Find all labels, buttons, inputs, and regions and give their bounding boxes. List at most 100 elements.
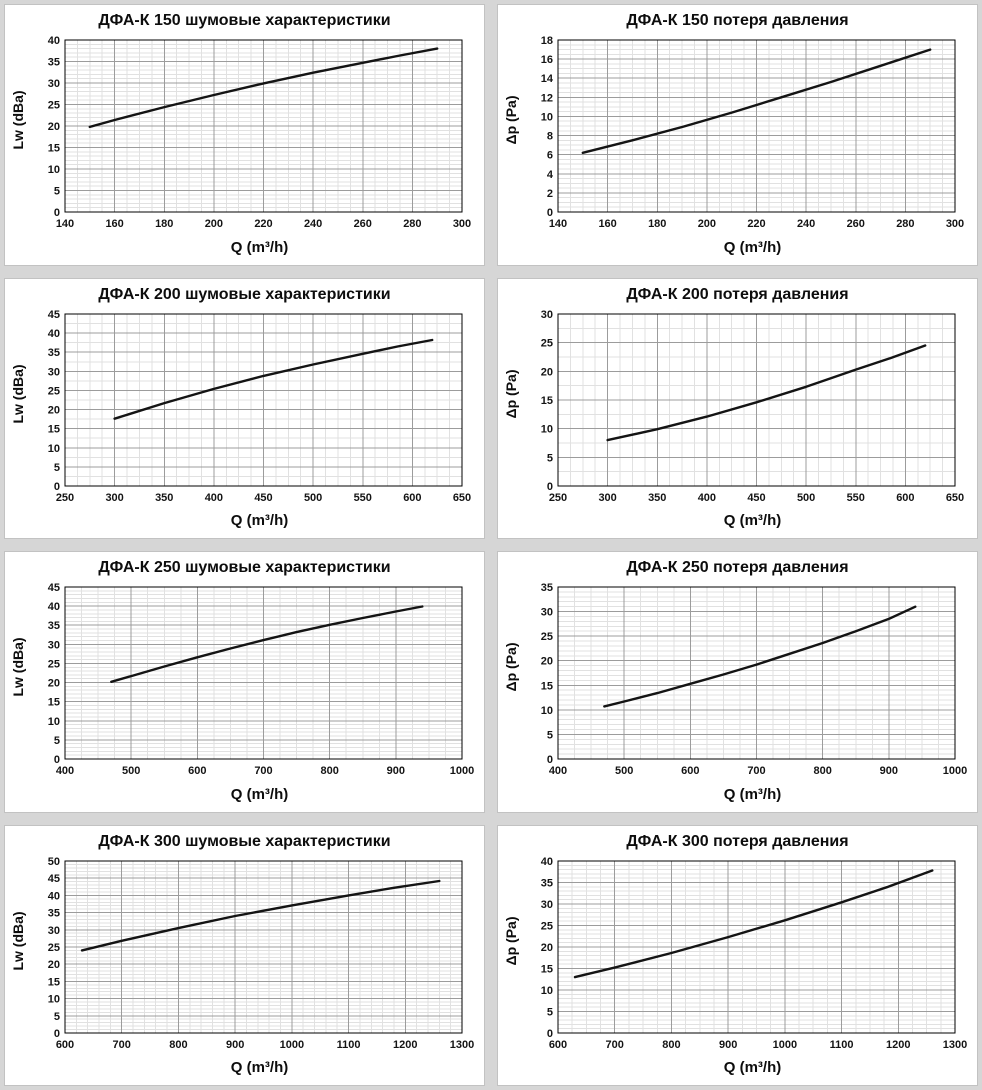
svg-text:0: 0 [547, 207, 553, 219]
svg-text:900: 900 [719, 1039, 737, 1051]
svg-text:900: 900 [880, 765, 898, 777]
svg-text:15: 15 [48, 697, 60, 709]
svg-text:400: 400 [56, 765, 74, 777]
svg-text:500: 500 [304, 492, 322, 504]
y-axis-label-text: Lw (dBa) [10, 910, 26, 971]
svg-text:240: 240 [797, 218, 815, 230]
svg-text:20: 20 [48, 678, 60, 690]
y-axis-label: Lw (dBa) [5, 304, 31, 504]
plot-area: 400 500 600 700 800 900 1000 0 5 10 15 20 25 30 35 40 45 [48, 582, 474, 777]
plot-area: 400 500 600 700 800 900 1000 0 5 10 15 20 25 30 35 [541, 582, 967, 777]
svg-text:15: 15 [48, 976, 60, 988]
svg-text:180: 180 [648, 218, 666, 230]
svg-text:25: 25 [48, 658, 60, 670]
svg-text:600: 600 [56, 1039, 74, 1051]
svg-text:800: 800 [169, 1039, 187, 1051]
svg-text:10: 10 [48, 442, 60, 454]
svg-text:5: 5 [547, 452, 553, 464]
svg-text:15: 15 [541, 680, 553, 692]
y-axis-label-text: Lw (dBa) [10, 363, 26, 424]
chart-title: ДФА-К 300 шумовые характеристики [98, 832, 391, 850]
x-axis-label: Q (m³/h) [723, 238, 782, 256]
svg-text:8: 8 [547, 131, 553, 143]
svg-text:45: 45 [48, 309, 60, 321]
svg-text:25: 25 [541, 337, 553, 349]
svg-text:35: 35 [48, 620, 60, 632]
svg-text:600: 600 [681, 765, 699, 777]
y-axis-label: Lw (dBa) [5, 577, 31, 777]
chart-title: ДФА-К 250 потеря давления [626, 559, 849, 576]
x-axis-label: Q (m³/h) [723, 785, 782, 803]
svg-text:500: 500 [615, 765, 633, 777]
svg-text:5: 5 [54, 461, 60, 473]
chart-body: Δp (Pa) 250 300 350 400 450 500 550 600 650 0 5 10 1… [498, 304, 977, 512]
svg-text:0: 0 [54, 207, 60, 219]
chart-title: ДФА-К 200 потеря давления [626, 285, 849, 303]
svg-text:40: 40 [48, 328, 60, 340]
y-axis-label-text: Δp (Pa) [503, 642, 519, 692]
svg-text:140: 140 [549, 218, 567, 230]
svg-text:600: 600 [549, 1039, 567, 1051]
svg-text:1100: 1100 [830, 1039, 854, 1051]
svg-text:25: 25 [541, 631, 553, 643]
svg-text:20: 20 [541, 366, 553, 378]
svg-text:180: 180 [155, 218, 173, 230]
svg-text:25: 25 [48, 385, 60, 397]
y-axis-label: Lw (dBa) [5, 30, 31, 230]
svg-text:15: 15 [541, 963, 553, 975]
svg-text:280: 280 [403, 218, 421, 230]
svg-text:1300: 1300 [450, 1039, 474, 1051]
chart-body: Lw (dBa) 400 500 600 700 800 900 1000 0 5 10 15 20 2… [5, 577, 484, 785]
chart-title: ДФА-К 150 потеря давления [626, 12, 849, 29]
svg-text:6: 6 [547, 150, 553, 162]
svg-text:0: 0 [547, 481, 553, 493]
svg-text:20: 20 [541, 656, 553, 668]
svg-text:300: 300 [453, 218, 471, 230]
y-axis-label: Lw (dBa) [5, 851, 31, 1051]
chart-panel-dfak150-pressure: ДФА-К 150 потеря давления Δp (Pa) 140 16 0… [497, 4, 978, 266]
svg-text:5: 5 [547, 729, 553, 741]
chart-body: Lw (dBa) 250 300 350 400 450 500 550 600 650 0 5 10… [5, 304, 484, 512]
svg-text:700: 700 [113, 1039, 131, 1051]
svg-text:220: 220 [747, 218, 765, 230]
svg-text:15: 15 [48, 423, 60, 435]
y-axis-label-text: Δp (Pa) [503, 916, 519, 965]
svg-text:650: 650 [453, 492, 471, 504]
svg-text:1000: 1000 [280, 1039, 304, 1051]
svg-text:25: 25 [48, 100, 60, 112]
plot-area: 600 700 800 900 1000 1100 1200 1300 0 5 10 15 20 25 30… [48, 856, 474, 1051]
svg-text:0: 0 [54, 754, 60, 766]
svg-text:14: 14 [541, 73, 554, 85]
chart-panel-dfak300-pressure: ДФА-К 300 потеря давления Δp (Pa) 600 700… [497, 824, 978, 1086]
chart-title: ДФА-К 250 шумовые характеристики [98, 559, 391, 576]
svg-text:1000: 1000 [773, 1039, 797, 1051]
x-axis-label: Q (m³/h) [230, 512, 289, 529]
x-axis-label: Q (m³/h) [723, 1059, 782, 1076]
y-axis-label-text: Δp (Pa) [503, 369, 519, 418]
y-axis-label: Δp (Pa) [498, 30, 524, 230]
chart-body: Lw (dBa) 600 700 800 900 1000 1100 1200 1300 0 5 1… [5, 851, 484, 1059]
svg-text:5: 5 [54, 1010, 60, 1022]
svg-text:0: 0 [547, 1028, 553, 1040]
svg-text:550: 550 [847, 492, 865, 504]
svg-text:12: 12 [541, 92, 553, 104]
svg-text:10: 10 [48, 716, 60, 728]
svg-text:600: 600 [188, 765, 206, 777]
svg-text:450: 450 [747, 492, 765, 504]
svg-text:1200: 1200 [393, 1039, 417, 1051]
svg-text:0: 0 [547, 754, 553, 766]
svg-text:300: 300 [105, 492, 123, 504]
svg-text:400: 400 [698, 492, 716, 504]
svg-text:350: 350 [648, 492, 666, 504]
svg-text:5: 5 [54, 186, 60, 198]
svg-text:20: 20 [48, 121, 60, 133]
plot-area: 250 300 350 400 450 500 550 600 650 0 5 10 15 20 25 30 [541, 309, 964, 504]
plot-area: 140 160 180 200 220 240 260 280 300 0 2 4 6 8 10 12 14 16… [541, 35, 964, 230]
svg-text:20: 20 [48, 404, 60, 416]
svg-text:900: 900 [226, 1039, 244, 1051]
y-axis-label-text: Lw (dBa) [10, 90, 26, 150]
chart-title: ДФА-К 200 шумовые характеристики [98, 285, 391, 303]
svg-text:16: 16 [541, 54, 553, 66]
svg-text:160: 160 [105, 218, 123, 230]
svg-text:350: 350 [155, 492, 173, 504]
